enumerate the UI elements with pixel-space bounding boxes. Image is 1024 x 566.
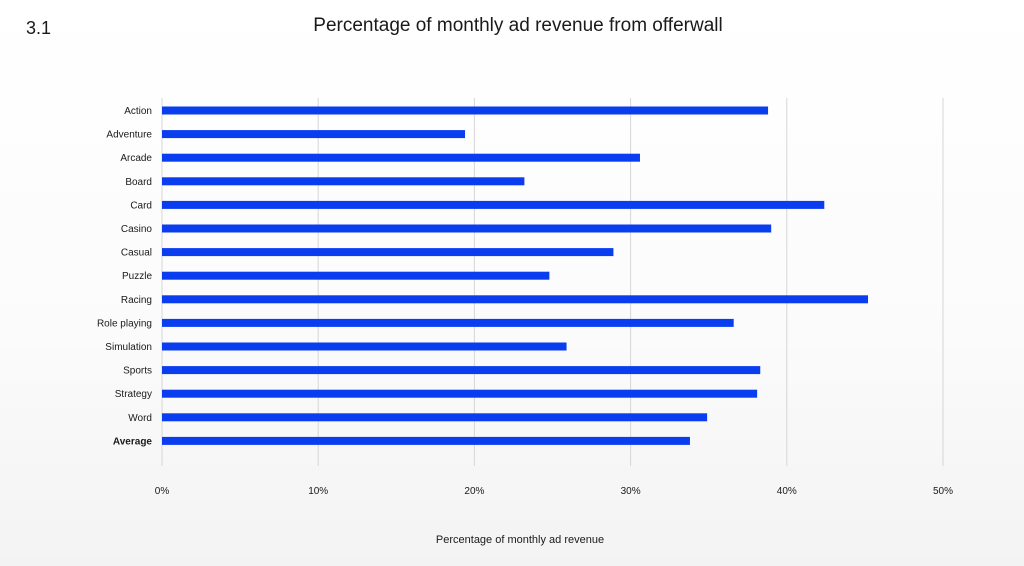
bar-casual: [162, 248, 614, 257]
x-axis-title: Percentage of monthly ad revenue: [436, 534, 604, 546]
bar-role-playing: [162, 318, 734, 327]
bar-racing: [162, 295, 869, 304]
category-label: Sports: [123, 366, 152, 377]
category-label: Strategy: [115, 389, 152, 400]
x-tick-labels: 0% 10% 20% 30% 40% 50%: [155, 486, 953, 497]
chart-title: Percentage of monthly ad revenue from of…: [313, 15, 723, 36]
category-label: Puzzle: [122, 271, 152, 282]
x-tick-label: 10%: [308, 486, 328, 497]
category-label: Board: [125, 177, 152, 188]
category-label: Action: [124, 106, 152, 117]
bar-strategy: [162, 389, 758, 398]
bar-adventure: [162, 130, 466, 139]
x-tick-label: 40%: [777, 486, 797, 497]
bar-action: [162, 106, 769, 115]
category-label: Average: [113, 436, 153, 447]
x-tick-label: 20%: [464, 486, 484, 497]
bar-word: [162, 413, 708, 422]
bar-casino: [162, 224, 772, 233]
category-label: Role playing: [97, 318, 152, 329]
category-labels: Action Adventure Arcade Board Card Casino Casu…: [97, 106, 152, 447]
x-tick-label: 30%: [621, 486, 641, 497]
x-tick-label: 0%: [155, 486, 170, 497]
category-label: Arcade: [120, 153, 152, 164]
bar-simulation: [162, 342, 567, 351]
bar-sports: [162, 366, 761, 375]
category-label: Card: [130, 200, 152, 211]
bar-board: [162, 177, 525, 186]
bars: [162, 106, 869, 445]
slide-number: 3.1: [26, 18, 52, 38]
x-tick-label: 50%: [933, 486, 953, 497]
bar-card: [162, 200, 825, 209]
category-label: Racing: [121, 295, 152, 306]
category-label: Casual: [121, 248, 152, 259]
gridlines: [161, 98, 944, 466]
bar-arcade: [162, 153, 640, 162]
category-label: Simulation: [105, 342, 152, 353]
category-label: Word: [128, 413, 152, 424]
bar-average: [162, 436, 690, 445]
category-label: Casino: [121, 224, 153, 235]
bar-puzzle: [162, 271, 550, 280]
category-label: Adventure: [106, 130, 152, 141]
